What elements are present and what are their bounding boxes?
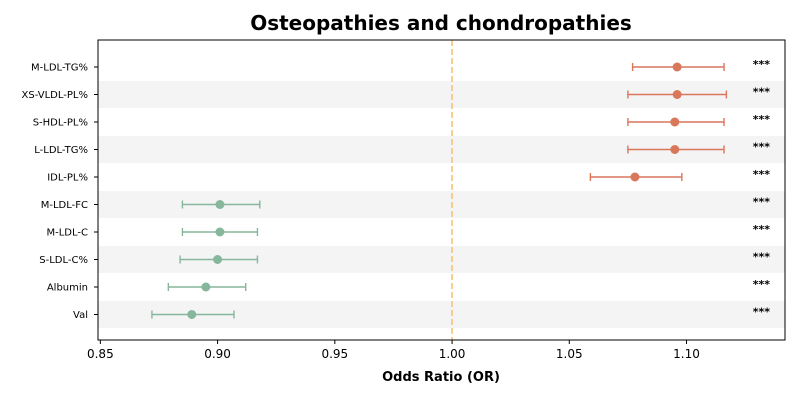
- or-point: [213, 255, 223, 264]
- y-tick-label: M-LDL-FC: [41, 200, 88, 211]
- y-tick-label: IDL-PL%: [47, 173, 88, 184]
- significance-labels: *** *** *** *** *** *** *** *** *** ***: [753, 58, 771, 319]
- or-point: [187, 310, 197, 319]
- x-axis-ticks: 0.85 0.90 0.95 1.00 1.05 1.10: [87, 340, 700, 361]
- x-tick-label: 1.05: [556, 347, 583, 361]
- or-point: [670, 145, 680, 154]
- significance-label: ***: [753, 251, 771, 264]
- plot-frame: [97, 39, 786, 341]
- or-point: [630, 172, 640, 182]
- x-tick-label: 1.00: [439, 347, 466, 361]
- or-point: [672, 90, 682, 99]
- y-tick-label: L-LDL-TG%: [34, 145, 88, 156]
- or-point: [215, 200, 225, 209]
- y-tick-label: M-LDL-TG%: [31, 63, 88, 74]
- or-point: [670, 117, 680, 127]
- y-tick-label: S-LDL-C%: [39, 255, 88, 266]
- x-tick-label: 1.10: [673, 347, 700, 361]
- significance-label: ***: [753, 168, 771, 181]
- y-tick-label: Albumin: [47, 283, 88, 294]
- x-tick-label: 0.95: [321, 347, 348, 361]
- y-tick-label: S-HDL-PL%: [33, 118, 88, 129]
- significance-label: ***: [753, 306, 771, 319]
- or-point: [215, 227, 225, 237]
- significance-label: ***: [753, 278, 771, 291]
- y-tick-label: Val: [73, 310, 88, 321]
- x-tick-label: 0.90: [204, 347, 231, 361]
- y-axis-labels: M-LDL-TG% XS-VLDL-PL% S-HDL-PL% L-LDL-TG% ID…: [22, 63, 98, 321]
- significance-label: ***: [753, 86, 771, 99]
- x-tick-label: 0.85: [87, 347, 114, 361]
- significance-label: ***: [753, 58, 771, 71]
- significance-label: ***: [753, 223, 771, 236]
- or-point: [672, 62, 682, 72]
- chart-title: Osteopathies and chondropathies: [250, 11, 632, 35]
- x-axis-label: Odds Ratio (OR): [382, 370, 500, 385]
- or-point: [201, 282, 211, 292]
- y-tick-label: XS-VLDL-PL%: [22, 90, 88, 101]
- significance-label: ***: [753, 196, 771, 209]
- significance-label: ***: [753, 113, 771, 126]
- data-marks: [151, 62, 728, 319]
- y-tick-label: M-LDL-C: [47, 228, 89, 239]
- significance-label: ***: [753, 141, 771, 154]
